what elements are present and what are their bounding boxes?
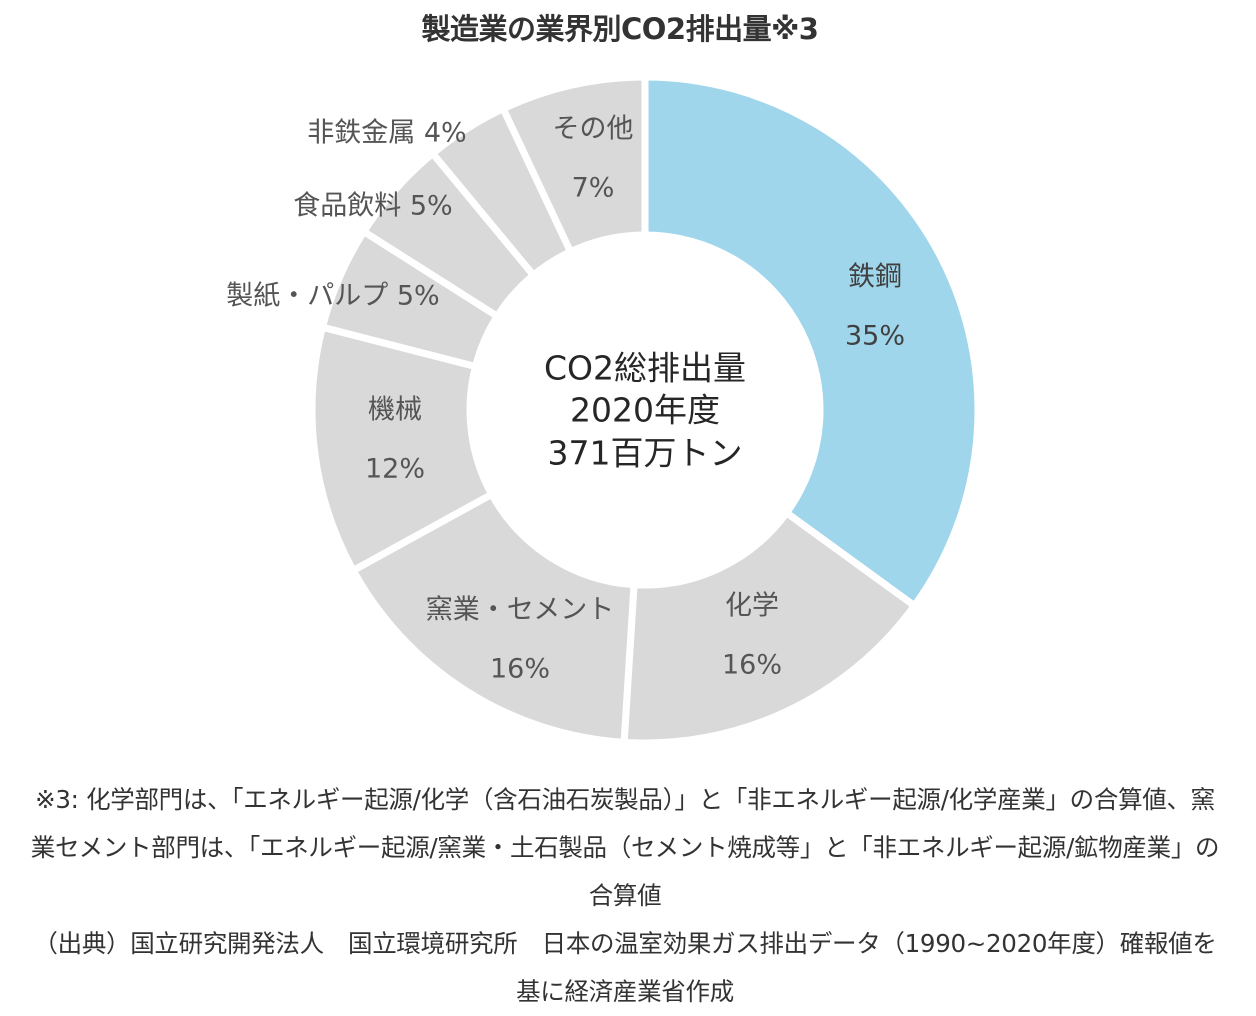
slice-label-name: 機械 — [368, 395, 422, 426]
source-text: （出典）国立研究開発法人 国立環境研究所 日本の温室効果ガス排出データ（1990… — [33, 929, 1217, 1006]
slice-label-value: 12% — [365, 454, 425, 485]
slice-label-value: 35% — [845, 321, 905, 352]
slice-label-name: 化学 — [725, 591, 779, 622]
slice-label-value: 16% — [722, 650, 782, 681]
donut-chart: 鉄鋼 35% 化学 16% 窯業・セメント 16% 機械 12% 製紙・パルプ 5% 食品飲料 5… — [226, 73, 982, 747]
center-label-line-3: 371百万トン — [548, 434, 743, 473]
slice-label-name: 鉄鋼 — [848, 262, 902, 293]
slice-label-value: 7% — [572, 173, 615, 204]
slice-label: 食品飲料 5% — [293, 191, 452, 222]
slice-label-value: 16% — [490, 654, 550, 685]
slice-label: 製紙・パルプ 5% — [226, 281, 439, 312]
slice-3 — [348, 489, 638, 747]
slice-label-name: 窯業・セメント — [426, 595, 614, 626]
slice-1 — [641, 73, 982, 611]
slice-2 — [620, 507, 920, 747]
footnote-text: ※3: 化学部門は、「エネルギー起源/化学（含石油石炭製品）」と「非エネルギー起… — [30, 785, 1220, 910]
chart-title: 製造業の業界別CO2排出量※3 — [421, 12, 820, 46]
center-label-line-2: 2020年度 — [570, 391, 720, 430]
slice-4 — [308, 322, 497, 576]
slice-label-name: その他 — [553, 114, 634, 145]
center-label-line-1: CO2総排出量 — [544, 349, 746, 388]
slice-8 — [498, 73, 649, 257]
slice-label: 非鉄金属 4% — [307, 118, 466, 149]
